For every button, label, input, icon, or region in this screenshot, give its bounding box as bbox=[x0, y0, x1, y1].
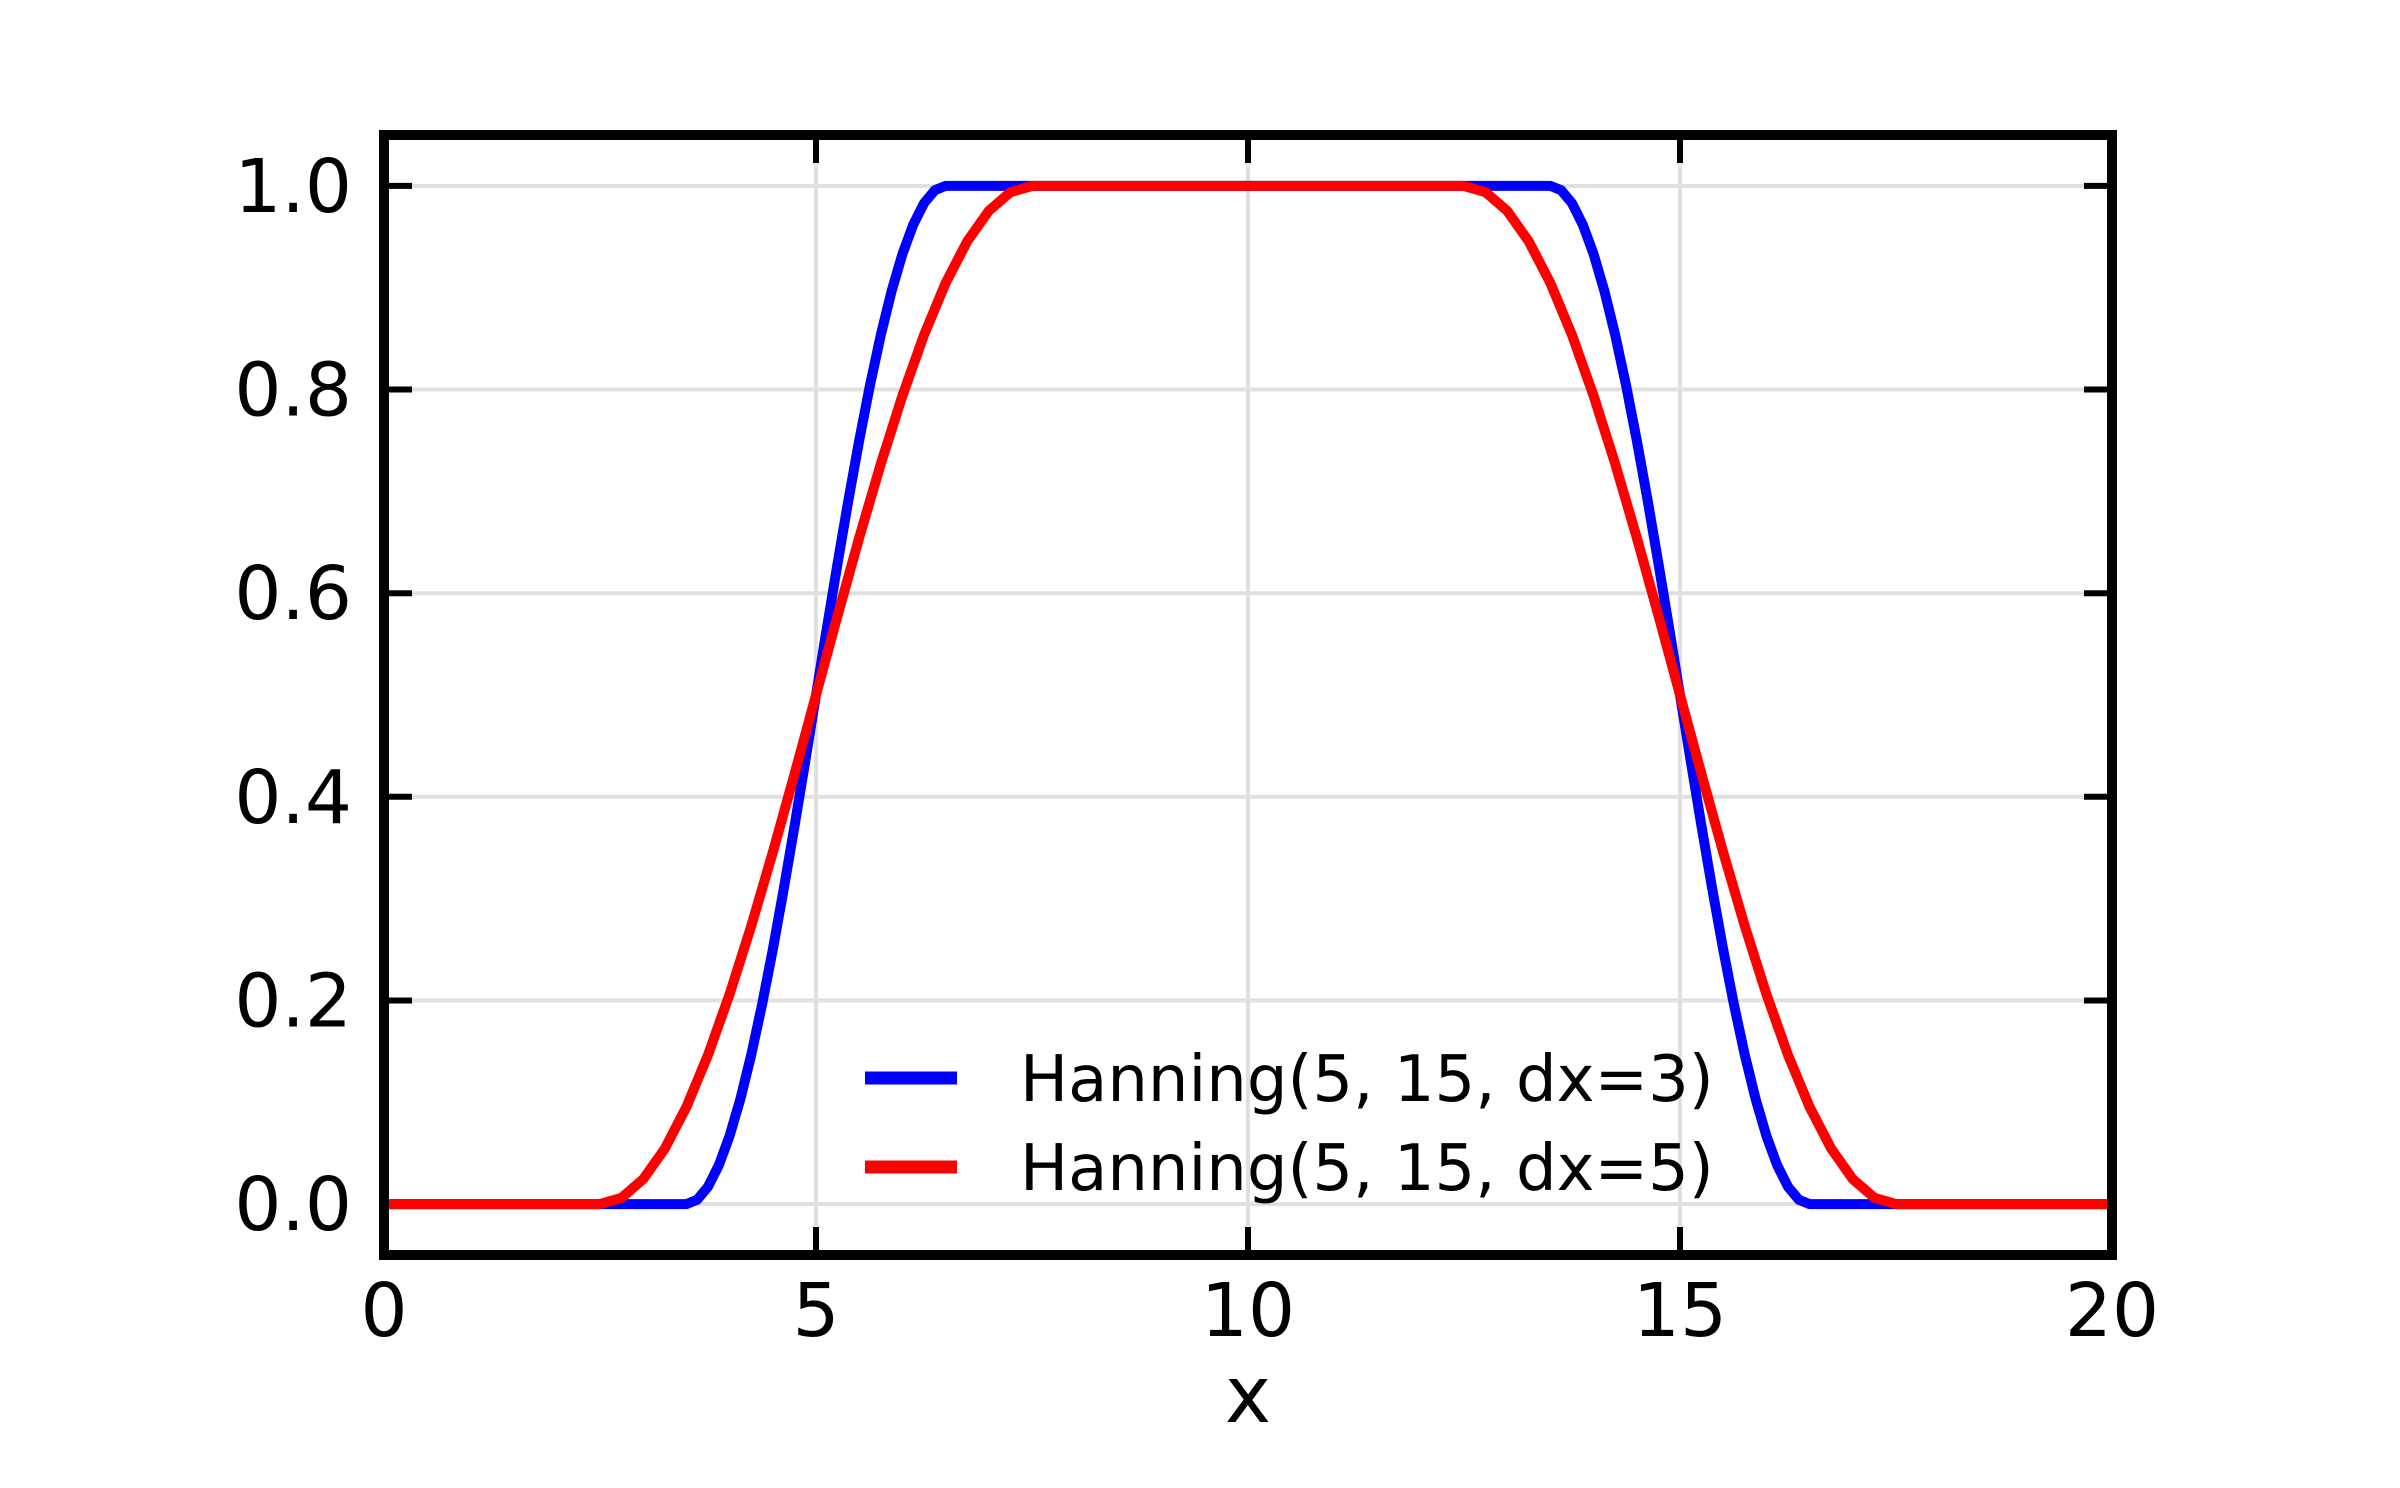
x-tick-label: 10 bbox=[1201, 1268, 1295, 1354]
legend: Hanning(5, 15, dx=3) Hanning(5, 15, dx=5) bbox=[865, 1043, 1714, 1206]
plot-series bbox=[384, 180, 2112, 1210]
legend-label: Hanning(5, 15, dx=3) bbox=[1020, 1043, 1714, 1117]
y-tick-label: 1.0 bbox=[234, 144, 352, 230]
y-tick-label: 0.2 bbox=[234, 959, 352, 1045]
legend-label: Hanning(5, 15, dx=5) bbox=[1020, 1132, 1714, 1206]
plot-border bbox=[379, 130, 2117, 1260]
y-tick-label: 0.4 bbox=[234, 755, 352, 841]
x-tick-label: 0 bbox=[360, 1268, 407, 1354]
y-tick-label: 0.8 bbox=[234, 348, 352, 434]
x-tick-labels: 0 5 10 15 20 bbox=[360, 1268, 2159, 1354]
x-tick-label: 5 bbox=[792, 1268, 839, 1354]
x-tick-label: 20 bbox=[2065, 1268, 2159, 1354]
y-tick-labels: 0.0 0.2 0.4 0.6 0.8 1.0 bbox=[234, 144, 352, 1248]
y-tick-label: 0.6 bbox=[234, 551, 352, 637]
y-tick-label: 0.0 bbox=[234, 1162, 352, 1248]
x-tick-label: 15 bbox=[1633, 1268, 1727, 1354]
x-axis-label: x bbox=[1225, 1351, 1271, 1441]
series-line-1 bbox=[384, 180, 2112, 1210]
